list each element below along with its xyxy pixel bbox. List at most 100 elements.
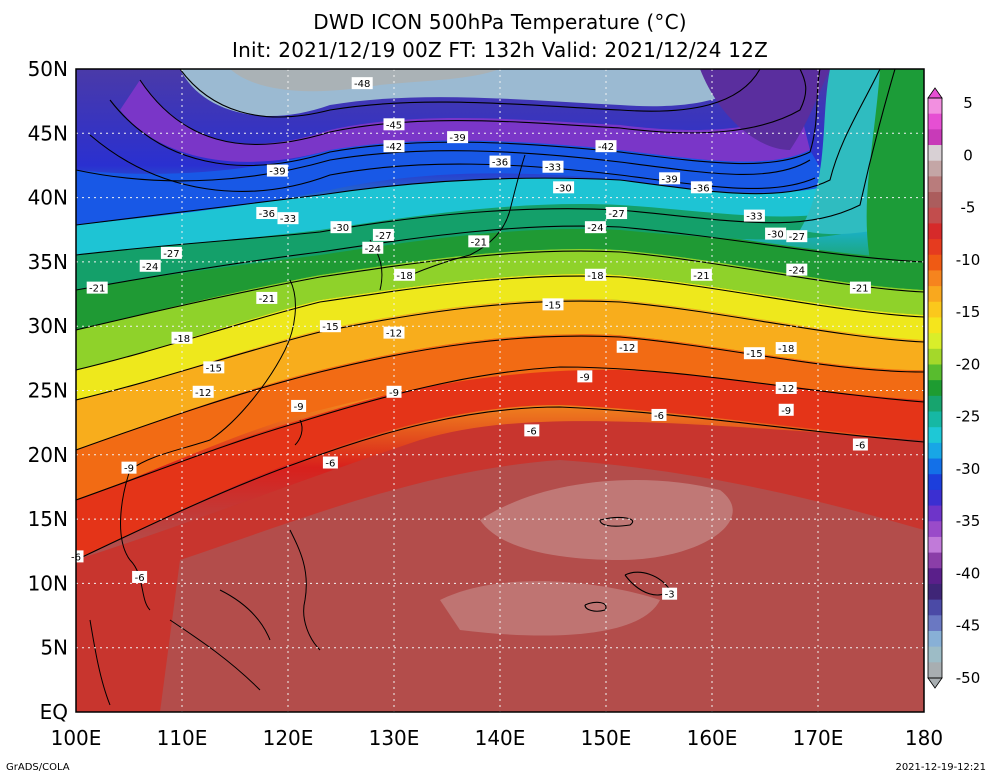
colorbar-swatch	[928, 552, 942, 569]
longitude-tick-label: 170E	[793, 726, 844, 750]
colorbar-swatch	[928, 239, 942, 256]
colorbar-frame	[927, 97, 943, 679]
contour-label: -39	[449, 133, 465, 144]
contour-label: -36	[259, 209, 275, 220]
contour-label-box	[786, 263, 808, 276]
longitude-tick-label: 160E	[687, 726, 738, 750]
latitude-tick-label: 25N	[28, 379, 68, 403]
colorbar-max-arrow	[927, 87, 943, 99]
colorbar-swatch	[928, 254, 942, 271]
contour-label-box	[524, 424, 540, 437]
contour-label: -15	[746, 349, 762, 360]
contour-label-box	[383, 326, 405, 339]
contour-label: -30	[555, 183, 571, 194]
contour-label-box	[489, 155, 511, 168]
contour-label: -42	[386, 142, 402, 153]
contour-label-box	[86, 281, 108, 294]
contour-label-box	[203, 361, 225, 374]
colorbar-swatch	[928, 348, 942, 365]
colorbar-tick-label: -15	[956, 303, 981, 321]
contour-label-box	[595, 140, 617, 153]
contour-label: -33	[545, 163, 561, 174]
contour-label-box	[121, 461, 137, 474]
colorbar-swatch	[928, 176, 942, 193]
longitude-tick-label: 100E	[51, 726, 102, 750]
contour-label-box	[383, 118, 405, 131]
contour-label-box	[351, 77, 373, 90]
colorbar-min-arrow	[927, 677, 943, 689]
colorbar-swatch	[928, 474, 942, 491]
contour-label: -18	[587, 271, 603, 282]
longitude-axis: 100E 110E 120E 130E 140E 150E 160E 170E 180	[51, 726, 944, 750]
contour-label: -27	[163, 249, 179, 260]
colorbar-tick-label: 5	[963, 94, 973, 112]
colorbar-swatch	[928, 411, 942, 428]
contour-label-box	[577, 370, 593, 383]
contour-label: -6	[654, 411, 664, 422]
colorbar-swatch	[928, 333, 942, 350]
contour-label-box	[291, 399, 307, 412]
colorbar-tick-label: -50	[956, 669, 981, 687]
contour-label-box	[690, 181, 712, 194]
contour-label-box	[383, 140, 405, 153]
colorbar-tick-label: -10	[956, 251, 981, 269]
contour-label: -24	[587, 223, 603, 234]
contour-label-box	[584, 221, 606, 234]
colorbar-swatch	[928, 536, 942, 554]
contour-label: -36	[693, 183, 709, 194]
contour-label-box	[765, 227, 787, 240]
latitude-tick-label: 30N	[28, 314, 68, 338]
colorbar-swatch	[928, 270, 942, 287]
colorbar-tick-label: -5	[961, 199, 976, 217]
colorbar-tick-label: -35	[956, 512, 981, 530]
contour-label: -39	[661, 174, 677, 185]
contour-label: -12	[195, 388, 211, 399]
longitude-tick-label: 130E	[369, 726, 420, 750]
contour-label: -24	[142, 262, 158, 273]
longitude-tick-label: 140E	[475, 726, 526, 750]
contour-label-box	[616, 340, 638, 353]
contour-label: -6	[135, 573, 145, 584]
contour-label-box	[171, 331, 193, 344]
colorbar-swatch	[928, 364, 942, 381]
colorbar-tick-label: -30	[956, 460, 981, 478]
software-credit: GrADS/COLA	[6, 762, 70, 773]
contour-label: -21	[89, 284, 105, 295]
contour-label-box	[277, 212, 299, 225]
colorbar-tick-label: -20	[956, 355, 981, 373]
colorbar-swatch	[928, 223, 942, 240]
colorbar-swatch	[928, 521, 942, 538]
longitude-tick-label: 110E	[157, 726, 208, 750]
contour-label: -18	[778, 344, 794, 355]
contour-label: -3	[665, 590, 675, 601]
colorbar-swatch	[928, 207, 942, 224]
colorbar-swatch	[928, 160, 942, 177]
colorbar-swatch	[928, 458, 942, 475]
colorbar-swatch	[928, 489, 942, 507]
contour-label: -9	[294, 402, 304, 413]
contour-label-box	[160, 246, 182, 259]
contour-label: -9	[580, 372, 590, 383]
colorbar-swatch	[928, 646, 942, 663]
contour-label-box	[778, 403, 794, 416]
map-frame	[75, 68, 925, 713]
contour-label: -45	[386, 120, 402, 131]
contour-label-box	[386, 385, 402, 398]
colorbar-swatch	[928, 630, 942, 648]
contour-label-box	[330, 221, 352, 234]
colorbar-swatch	[928, 286, 942, 303]
contour-label: -15	[322, 322, 338, 333]
contour-label-box	[786, 230, 808, 243]
colorbar-swatch	[928, 427, 942, 444]
longitude-tick-label: 180	[905, 726, 943, 750]
colorbar-swatch	[928, 301, 942, 318]
contour-label-box	[139, 259, 161, 272]
contour-label: -39	[269, 167, 285, 178]
latitude-axis: EQ 5N 10N 15N 20N 25N 30N 35N 40N 45N 50N	[28, 57, 68, 724]
contour-label-box	[468, 235, 490, 248]
colorbar-tick-label: 0	[963, 146, 973, 164]
contour-label-box	[394, 268, 416, 281]
contour-label-box	[743, 209, 765, 222]
contour-label-box	[849, 281, 871, 294]
contour-label-box	[542, 160, 564, 173]
